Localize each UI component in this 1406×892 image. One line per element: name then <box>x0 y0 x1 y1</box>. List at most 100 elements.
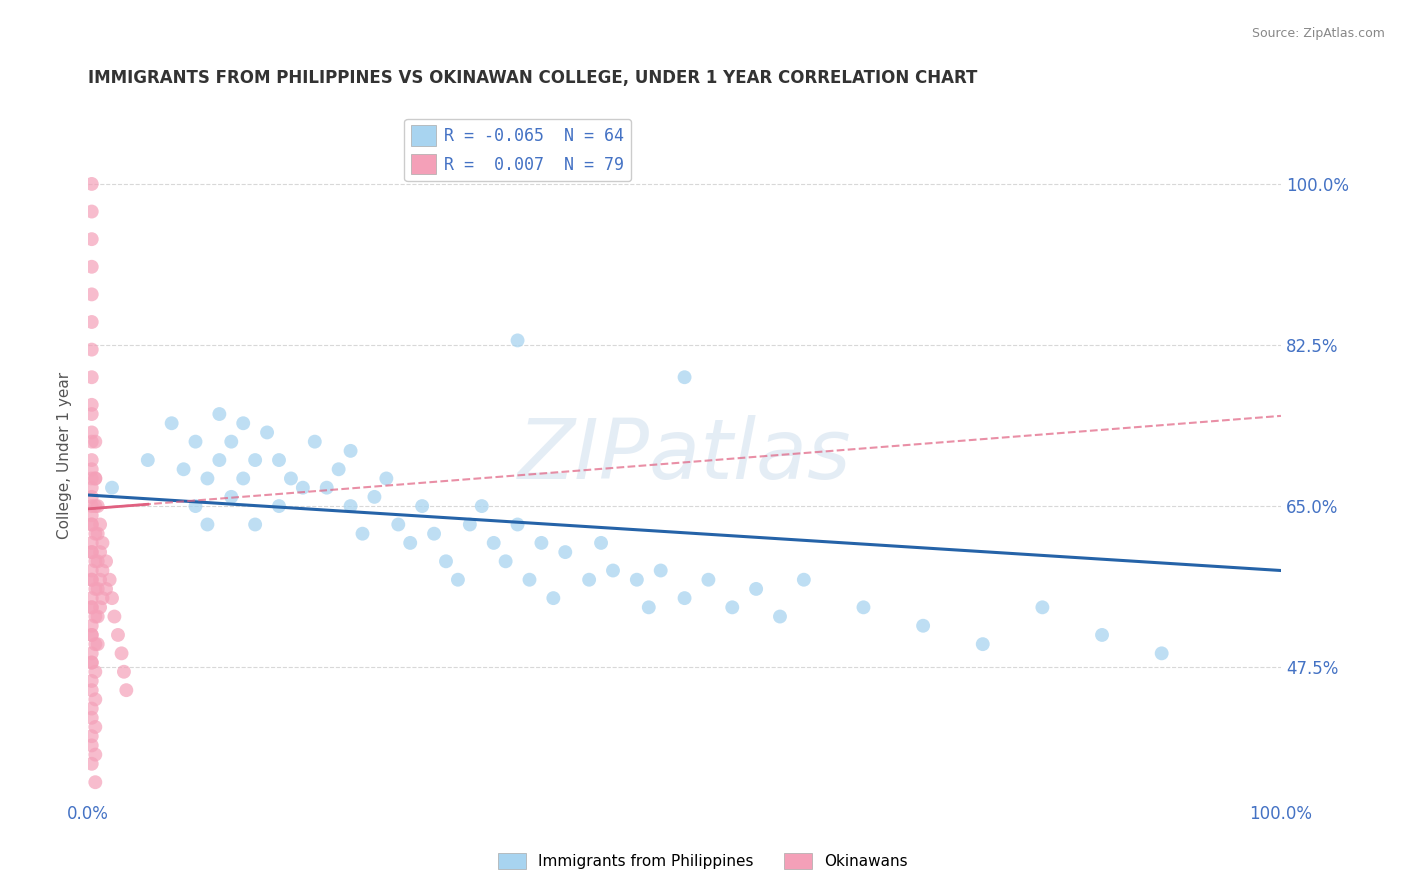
Point <box>80 756 103 771</box>
Point <box>352 526 374 541</box>
Point <box>1031 600 1053 615</box>
Point <box>506 334 529 348</box>
Point <box>80 407 103 421</box>
Point <box>84 692 107 706</box>
Point <box>184 499 207 513</box>
Point <box>84 747 107 762</box>
Point <box>80 545 103 559</box>
Point <box>80 462 103 476</box>
Point <box>80 573 103 587</box>
Point <box>221 490 243 504</box>
Point <box>745 582 768 596</box>
Text: IMMIGRANTS FROM PHILIPPINES VS OKINAWAN COLLEGE, UNDER 1 YEAR CORRELATION CHART: IMMIGRANTS FROM PHILIPPINES VS OKINAWAN … <box>89 69 977 87</box>
Point <box>673 591 696 606</box>
Point <box>89 573 111 587</box>
Point <box>328 462 350 476</box>
Point <box>80 600 103 615</box>
Point <box>84 775 107 789</box>
Point <box>84 582 107 596</box>
Point <box>80 398 103 412</box>
Point <box>115 683 138 698</box>
Point <box>84 554 107 568</box>
Point <box>84 499 107 513</box>
Point <box>602 564 624 578</box>
Legend: Immigrants from Philippines, Okinawans: Immigrants from Philippines, Okinawans <box>492 847 914 875</box>
Point <box>434 554 457 568</box>
Point <box>458 517 481 532</box>
Point <box>411 499 433 513</box>
Point <box>80 287 103 301</box>
Point <box>80 545 103 559</box>
Point <box>80 471 103 485</box>
Point <box>495 554 517 568</box>
Point <box>80 370 103 384</box>
Point <box>243 517 266 532</box>
Point <box>387 517 409 532</box>
Point <box>80 656 103 670</box>
Point <box>84 471 107 485</box>
Point <box>697 573 720 587</box>
Point <box>80 628 103 642</box>
Point <box>101 481 124 495</box>
Point <box>89 600 111 615</box>
Point <box>673 370 696 384</box>
Point <box>80 573 103 587</box>
Point <box>423 526 446 541</box>
Point <box>80 204 103 219</box>
Point <box>1150 646 1173 660</box>
Point <box>80 315 103 329</box>
Point <box>80 177 103 191</box>
Point <box>89 517 111 532</box>
Point <box>84 434 107 449</box>
Legend: R = -0.065  N = 64, R =  0.007  N = 79: R = -0.065 N = 64, R = 0.007 N = 79 <box>405 119 631 181</box>
Point <box>1091 628 1114 642</box>
Point <box>86 582 108 596</box>
Point <box>80 260 103 274</box>
Point <box>280 471 302 485</box>
Point <box>94 554 117 568</box>
Point <box>80 628 103 642</box>
Point <box>80 618 103 632</box>
Point <box>626 573 648 587</box>
Point <box>84 526 107 541</box>
Point <box>339 443 361 458</box>
Point <box>589 536 612 550</box>
Point <box>519 573 541 587</box>
Point <box>103 609 125 624</box>
Point <box>91 564 114 578</box>
Point <box>447 573 470 587</box>
Point <box>84 720 107 734</box>
Point <box>80 425 103 440</box>
Point <box>793 573 815 587</box>
Point <box>98 573 121 587</box>
Point <box>852 600 875 615</box>
Point <box>86 637 108 651</box>
Point <box>650 564 672 578</box>
Point <box>304 434 326 449</box>
Point <box>208 407 231 421</box>
Point <box>506 517 529 532</box>
Point <box>160 416 183 430</box>
Point <box>197 517 219 532</box>
Point <box>471 499 494 513</box>
Point <box>399 536 422 550</box>
Point <box>80 508 103 523</box>
Point <box>80 481 103 495</box>
Point <box>136 453 159 467</box>
Point <box>912 618 935 632</box>
Point <box>80 517 103 532</box>
Point <box>80 711 103 725</box>
Point <box>86 554 108 568</box>
Point <box>232 416 254 430</box>
Point <box>80 600 103 615</box>
Point <box>110 646 132 660</box>
Point <box>80 232 103 246</box>
Point <box>80 536 103 550</box>
Point <box>173 462 195 476</box>
Point <box>375 471 398 485</box>
Point <box>184 434 207 449</box>
Point <box>80 646 103 660</box>
Point <box>80 729 103 743</box>
Point <box>89 545 111 559</box>
Point <box>84 471 107 485</box>
